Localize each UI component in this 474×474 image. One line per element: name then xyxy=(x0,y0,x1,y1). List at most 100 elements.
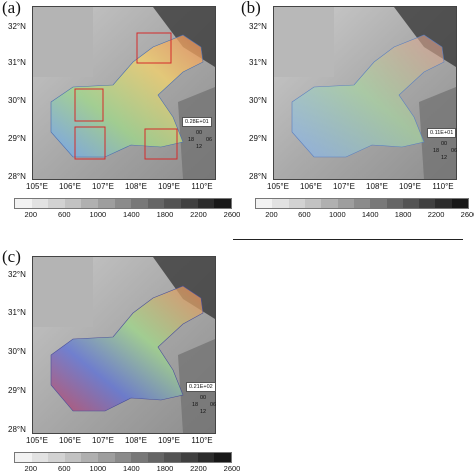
colorbar-cell xyxy=(98,453,115,462)
lat-label: 32°N xyxy=(8,270,26,279)
reference-vector-box: 0.11E+01 xyxy=(427,128,457,138)
lat-label: 28°N xyxy=(8,172,26,181)
colorbar-cell xyxy=(272,199,289,208)
reference-vector-label: 0.28E+01 xyxy=(185,119,209,125)
lon-label: 108°E xyxy=(125,436,147,445)
colorbar-cell xyxy=(197,453,215,462)
clock-legend: 00 18 06 12 xyxy=(433,141,458,161)
lat-label: 32°N xyxy=(249,22,267,31)
colorbar-cell xyxy=(353,199,371,208)
lat-label: 32°N xyxy=(8,22,26,31)
colorbar-tick-label: 2600 xyxy=(460,210,474,219)
colorbar-tick-label: 1000 xyxy=(89,464,107,473)
lon-label: 106°E xyxy=(59,182,81,191)
colorbar: 200 600 1000 1400 1800 2200 2600 xyxy=(255,198,474,219)
colorbar-cell xyxy=(164,453,182,462)
colorbar-cell xyxy=(370,199,387,208)
colorbar-cell xyxy=(81,199,99,208)
colorbar-cell xyxy=(321,199,338,208)
colorbar-cell xyxy=(48,199,65,208)
colorbar-tick-label: 1800 xyxy=(156,464,174,473)
colorbar-cell xyxy=(147,453,165,462)
colorbar: 200 600 1000 1400 1800 2200 2600 xyxy=(14,198,240,219)
reference-vector-box: 0.28E+01 xyxy=(182,117,212,127)
colorbar-cell xyxy=(131,453,148,462)
colorbar-cells xyxy=(255,198,469,209)
map-b xyxy=(273,6,457,180)
colorbar-tick-label: 200 xyxy=(265,210,278,219)
colorbar-cell xyxy=(386,199,403,208)
colorbar-tick-label: 600 xyxy=(58,210,71,219)
colorbar-tick-label: 1000 xyxy=(89,210,107,219)
lon-label: 105°E xyxy=(26,182,48,191)
lon-label: 108°E xyxy=(366,182,388,191)
colorbar-tick-label: 1400 xyxy=(123,210,140,219)
colorbar-cell xyxy=(114,199,132,208)
reference-vector-label: 0.21E+02 xyxy=(189,384,213,390)
colorbar-cell xyxy=(288,199,305,208)
colorbar-tick-label: 2600 xyxy=(223,210,241,219)
terrain-map xyxy=(33,7,215,179)
colorbar-cell xyxy=(197,199,215,208)
colorbar-labels: 200 600 1000 1400 1800 2200 2600 xyxy=(255,209,474,219)
lon-label: 109°E xyxy=(399,182,421,191)
clock-legend: 00 18 06 12 xyxy=(188,130,213,150)
colorbar-cell xyxy=(64,199,82,208)
panel-c: (c) 32°N 31°N 30°N 29°N 28°N 0.21E+02 xyxy=(0,247,241,474)
colorbar-cell xyxy=(181,453,198,462)
colorbar-cell xyxy=(48,453,65,462)
colorbar-cell xyxy=(337,199,354,208)
lat-label: 28°N xyxy=(249,172,267,181)
colorbar-cells xyxy=(14,198,232,209)
colorbar-cells xyxy=(14,452,232,463)
colorbar-cell xyxy=(147,199,165,208)
colorbar-tick-label: 1400 xyxy=(361,210,379,219)
lat-label: 31°N xyxy=(249,58,267,67)
reference-vector-label: 0.11E+01 xyxy=(430,130,454,136)
colorbar-cell xyxy=(304,199,322,208)
lat-label: 30°N xyxy=(8,347,26,356)
colorbar-cell xyxy=(256,199,273,208)
lon-label: 107°E xyxy=(333,182,355,191)
colorbar-tick-label: 2600 xyxy=(223,464,241,473)
lat-label: 30°N xyxy=(249,96,267,105)
colorbar-cell xyxy=(98,199,115,208)
colorbar-cell xyxy=(214,453,231,462)
colorbar-cell xyxy=(31,453,49,462)
lon-label: 109°E xyxy=(158,436,180,445)
colorbar-cell xyxy=(15,199,32,208)
colorbar-tick-label: 200 xyxy=(24,464,38,473)
colorbar-tick-label: 1400 xyxy=(123,464,140,473)
colorbar-cell xyxy=(419,199,436,208)
colorbar-cell xyxy=(64,453,82,462)
clock-legend: 00 18 06 12 xyxy=(192,395,217,415)
lon-label: 105°E xyxy=(26,436,48,445)
colorbar-tick-label: 600 xyxy=(58,464,71,473)
lat-label: 31°N xyxy=(8,308,26,317)
colorbar-cell xyxy=(181,199,198,208)
colorbar-cell xyxy=(214,199,231,208)
lat-label: 28°N xyxy=(8,425,26,434)
colorbar: 200 600 1000 1400 1800 2200 2600 xyxy=(14,452,241,473)
lon-label: 106°E xyxy=(300,182,322,191)
reference-vector-box: 0.21E+02 xyxy=(186,382,216,392)
lat-label: 29°N xyxy=(249,134,267,143)
map-a xyxy=(32,6,216,180)
panel-label: (b) xyxy=(241,0,261,17)
panel-label: (a) xyxy=(2,0,21,17)
colorbar-cell xyxy=(402,199,420,208)
lon-label: 108°E xyxy=(125,182,147,191)
colorbar-tick-label: 1800 xyxy=(156,210,174,219)
panel-a: (a) 32°N 31°N 30°N 29°N 28°N xyxy=(0,0,240,230)
lon-label: 106°E xyxy=(59,436,81,445)
colorbar-cell xyxy=(15,453,32,462)
panel-divider xyxy=(233,239,463,240)
colorbar-tick-label: 2200 xyxy=(190,210,207,219)
terrain-map xyxy=(274,7,456,179)
map-c xyxy=(32,256,216,434)
colorbar-cell xyxy=(114,453,132,462)
colorbar-cell xyxy=(31,199,49,208)
panel-label: (c) xyxy=(2,247,21,266)
panel-b: (b) 32°N 31°N 30°N 29°N 28°N 0.11E+01 xyxy=(237,0,474,230)
colorbar-labels: 200 600 1000 1400 1800 2200 2600 xyxy=(14,463,241,473)
